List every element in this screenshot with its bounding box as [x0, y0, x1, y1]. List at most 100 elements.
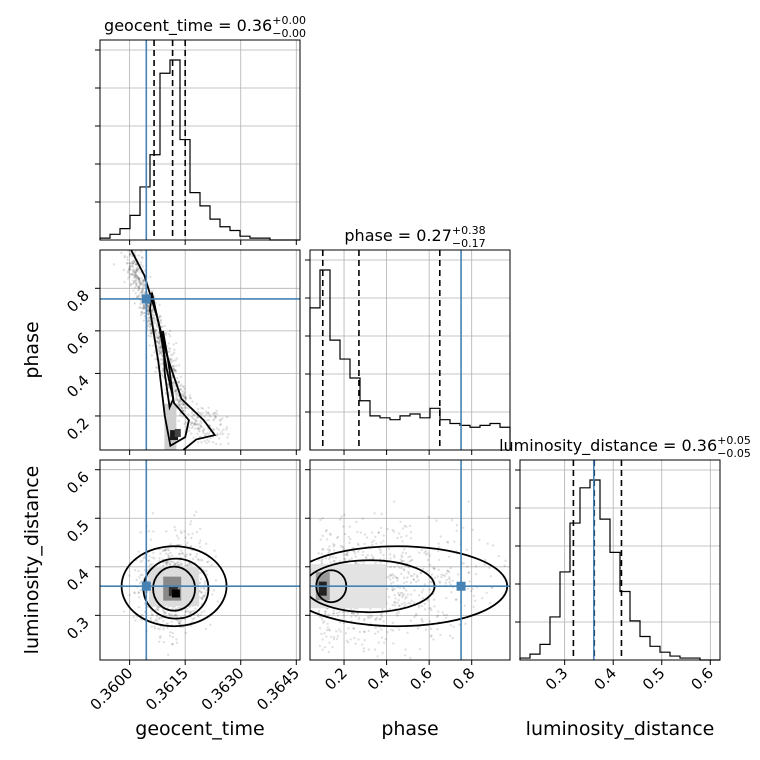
- scatter-point: [151, 289, 154, 293]
- scatter-point: [136, 294, 139, 298]
- scatter-point: [178, 622, 181, 626]
- scatter-point: [194, 607, 197, 610]
- scatter-point: [191, 532, 194, 535]
- scatter-point: [184, 406, 187, 409]
- scatter-point: [158, 345, 162, 349]
- scatter-point: [184, 544, 188, 547]
- scatter-point: [177, 537, 180, 540]
- scatter-point: [132, 289, 135, 292]
- scatter-point: [326, 548, 330, 551]
- scatter-point: [216, 600, 219, 603]
- scatter-point: [175, 392, 178, 395]
- scatter-point: [161, 374, 164, 378]
- scatter-point: [168, 357, 172, 361]
- scatter-point: [406, 576, 409, 579]
- tick-label-y: 0.4: [63, 372, 93, 402]
- scatter-point: [401, 594, 404, 597]
- scatter-point: [193, 422, 196, 426]
- scatter-point: [157, 336, 160, 340]
- scatter-point: [194, 423, 198, 426]
- scatter-point: [191, 425, 194, 428]
- scatter-point: [152, 620, 156, 623]
- scatter-point: [179, 563, 183, 567]
- scatter-point: [186, 563, 190, 567]
- scatter-point: [446, 569, 449, 572]
- scatter-point: [184, 396, 187, 399]
- scatter-point: [143, 555, 146, 558]
- scatter-point: [187, 413, 190, 416]
- scatter-point: [191, 617, 194, 621]
- scatter-point: [361, 517, 365, 520]
- scatter-point: [211, 428, 215, 431]
- scatter-point: [439, 633, 442, 637]
- scatter-point: [168, 335, 172, 338]
- scatter-point: [153, 351, 156, 354]
- scatter-point: [177, 403, 181, 406]
- scatter-point: [181, 394, 185, 397]
- scatter-point: [179, 375, 183, 379]
- scatter-point: [156, 608, 159, 612]
- scatter-point: [183, 613, 187, 617]
- scatter-point: [449, 623, 453, 627]
- scatter-point: [149, 275, 152, 279]
- scatter-point: [132, 259, 136, 262]
- scatter-point: [404, 603, 407, 606]
- scatter-point: [402, 559, 405, 563]
- scatter-point: [425, 570, 429, 573]
- scatter-point: [158, 347, 161, 350]
- scatter-point: [429, 580, 432, 584]
- histogram-step: [309, 269, 511, 450]
- scatter-point: [141, 573, 144, 577]
- scatter-point: [195, 419, 198, 423]
- scatter-point: [162, 641, 166, 644]
- scatter-point: [489, 575, 492, 578]
- scatter-point: [188, 605, 191, 609]
- scatter-point: [324, 609, 327, 613]
- scatter-point: [142, 311, 146, 315]
- scatter-point: [157, 336, 160, 340]
- panel-border: [99, 459, 301, 661]
- scatter-point: [137, 285, 140, 289]
- scatter-point: [321, 534, 324, 538]
- scatter-point: [320, 618, 324, 621]
- scatter-point: [174, 390, 177, 394]
- scatter-point: [379, 617, 382, 621]
- scatter-point: [474, 565, 478, 568]
- scatter-point: [409, 555, 412, 558]
- scatter-point: [178, 621, 181, 625]
- scatter-point: [173, 369, 176, 372]
- scatter-point: [486, 666, 488, 668]
- hist-panel-geocent_time: geocent_time = 0.36+0.00−0.00: [95, 14, 306, 245]
- scatter-point: [175, 561, 179, 564]
- scatter-point: [126, 258, 129, 262]
- scatter-point: [148, 344, 151, 347]
- scatter-point: [200, 610, 203, 614]
- scatter-point: [388, 575, 391, 578]
- scatter-point: [395, 612, 399, 615]
- tick-label-x: 0.4: [364, 664, 394, 694]
- scatter-point: [432, 638, 435, 641]
- scatter-point: [140, 255, 144, 259]
- scatter-point: [147, 304, 150, 307]
- scatter-point: [402, 569, 406, 572]
- scatter-point: [386, 587, 389, 591]
- scatter-point: [159, 635, 162, 638]
- scatter-point: [407, 556, 410, 559]
- scatter-point: [332, 611, 336, 615]
- scatter-point: [179, 561, 182, 564]
- scatter-point: [160, 358, 164, 361]
- scatter-point: [193, 427, 197, 430]
- scatter-point: [398, 594, 401, 597]
- scatter-point: [400, 566, 403, 570]
- scatter-point: [338, 611, 341, 614]
- scatter-point: [155, 325, 159, 329]
- scatter-point: [152, 319, 156, 323]
- scatter-point: [126, 277, 130, 280]
- scatter-point: [436, 627, 439, 631]
- scatter-point: [162, 627, 165, 631]
- scatter-point: [190, 421, 193, 425]
- scatter-point: [169, 615, 172, 618]
- scatter-point: [491, 544, 495, 547]
- scatter-point: [142, 279, 146, 282]
- scatter-point: [172, 560, 175, 564]
